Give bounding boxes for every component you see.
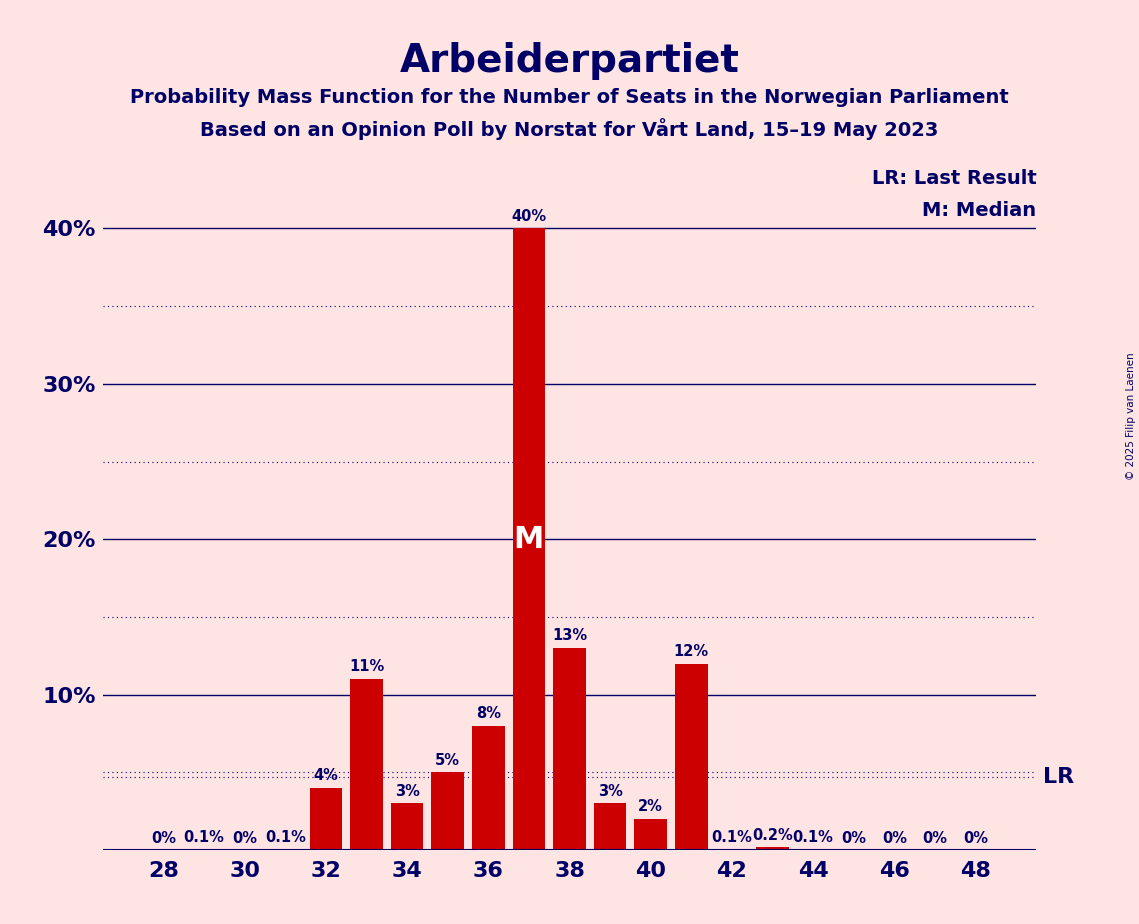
Bar bbox=[513, 228, 546, 850]
Bar bbox=[188, 848, 220, 850]
Text: 0.1%: 0.1% bbox=[264, 830, 305, 845]
Text: 3%: 3% bbox=[394, 784, 419, 798]
Text: M: M bbox=[514, 525, 544, 553]
Bar bbox=[675, 663, 707, 850]
Bar bbox=[432, 772, 464, 850]
Text: Based on an Opinion Poll by Norstat for Vårt Land, 15–19 May 2023: Based on an Opinion Poll by Norstat for … bbox=[200, 118, 939, 140]
Text: Arbeiderpartiet: Arbeiderpartiet bbox=[400, 42, 739, 79]
Bar bbox=[715, 848, 748, 850]
Text: © 2025 Filip van Laenen: © 2025 Filip van Laenen bbox=[1126, 352, 1136, 480]
Bar bbox=[350, 679, 383, 850]
Text: 0%: 0% bbox=[882, 832, 907, 846]
Bar bbox=[269, 848, 302, 850]
Text: 8%: 8% bbox=[476, 706, 501, 721]
Text: 0.2%: 0.2% bbox=[752, 828, 793, 843]
Text: 40%: 40% bbox=[511, 209, 547, 224]
Bar bbox=[391, 804, 424, 850]
Text: 12%: 12% bbox=[674, 644, 708, 659]
Text: 0%: 0% bbox=[923, 832, 948, 846]
Text: 0%: 0% bbox=[964, 832, 988, 846]
Text: 0.1%: 0.1% bbox=[793, 830, 834, 845]
Bar bbox=[554, 648, 585, 850]
Bar bbox=[593, 804, 626, 850]
Text: LR: LR bbox=[1043, 767, 1074, 787]
Bar bbox=[797, 848, 829, 850]
Text: 0%: 0% bbox=[842, 832, 867, 846]
Text: 0.1%: 0.1% bbox=[712, 830, 753, 845]
Bar bbox=[756, 847, 789, 850]
Text: 3%: 3% bbox=[598, 784, 623, 798]
Bar bbox=[472, 725, 505, 850]
Text: 2%: 2% bbox=[638, 799, 663, 814]
Text: 4%: 4% bbox=[313, 768, 338, 784]
Text: 13%: 13% bbox=[552, 628, 587, 643]
Bar bbox=[634, 819, 667, 850]
Bar bbox=[310, 788, 342, 850]
Text: 5%: 5% bbox=[435, 753, 460, 768]
Text: M: Median: M: Median bbox=[923, 201, 1036, 220]
Text: 0.1%: 0.1% bbox=[183, 830, 224, 845]
Text: 0%: 0% bbox=[151, 832, 175, 846]
Text: Probability Mass Function for the Number of Seats in the Norwegian Parliament: Probability Mass Function for the Number… bbox=[130, 88, 1009, 107]
Text: 0%: 0% bbox=[232, 832, 257, 846]
Text: 11%: 11% bbox=[349, 660, 384, 675]
Text: LR: Last Result: LR: Last Result bbox=[871, 169, 1036, 188]
